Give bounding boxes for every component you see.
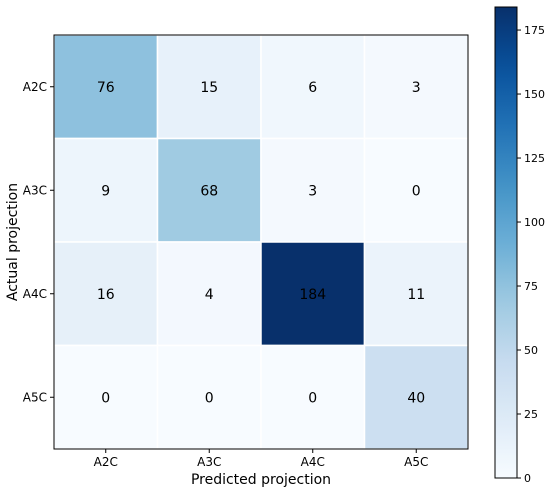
cell-value-label: 0 [308,390,317,406]
plot-frame [53,34,469,450]
heatmap-cell [156,34,262,140]
colorbar-tick-label: 25 [524,408,538,421]
cell-value-label: 6 [308,80,317,96]
colorbar-tick-label: 125 [524,152,545,165]
colorbar [494,6,518,479]
y-tick-label: A4C [23,287,47,301]
cell-value-label: 40 [407,390,425,406]
heatmap-cell [363,241,469,347]
cell-value-label: 3 [308,183,317,199]
y-tick-label: A5C [23,390,47,404]
y-axis: A2C A3C A4C A5C [23,80,54,404]
y-tick-label: A2C [23,80,47,94]
cell-value-label: 68 [200,183,218,199]
heatmap-cell [363,137,469,243]
cell-value-label: 3 [412,80,421,96]
heatmap-cell [156,344,262,450]
colorbar-tick-label: 150 [524,88,545,101]
heatmap-cells [53,34,469,450]
x-axis-label: Predicted projection [191,472,331,488]
y-axis-label: Actual projection [5,183,21,301]
y-tick-label: A3C [23,183,47,197]
cell-value-label: 0 [412,183,421,199]
cell-value-label: 15 [200,80,218,96]
cell-value-label: 11 [407,287,425,303]
heatmap-cell [156,241,262,347]
heatmap-cell-labels: 76 15 6 3 9 68 3 0 16 4 184 11 0 0 0 40 [97,80,425,407]
cell-value-label: 9 [101,183,110,199]
colorbar-tick-label: 175 [524,24,545,37]
cell-value-label: 184 [299,287,326,303]
heatmap-cell [363,34,469,140]
colorbar-tick-label: 50 [524,344,538,357]
x-tick-label: A5C [404,455,428,469]
x-axis: A2C A3C A4C A5C [94,449,428,469]
colorbar-tick-label: 100 [524,216,545,229]
cell-value-label: 76 [97,80,115,96]
colorbar-ticks: 0 25 50 75 100 125 150 175 [517,24,545,485]
cell-value-label: 16 [97,287,115,303]
x-tick-label: A4C [301,455,325,469]
heatmap-cell [53,34,159,140]
colorbar-tick-label: 0 [524,472,531,485]
heatmap-cell [363,344,469,450]
cell-value-label: 0 [101,390,110,406]
cell-value-label: 4 [205,287,214,303]
cell-value-label: 0 [205,390,214,406]
x-tick-label: A2C [94,455,118,469]
colorbar-tick-label: 75 [524,280,538,293]
heatmap-cell [156,137,262,243]
x-tick-label: A3C [197,455,221,469]
